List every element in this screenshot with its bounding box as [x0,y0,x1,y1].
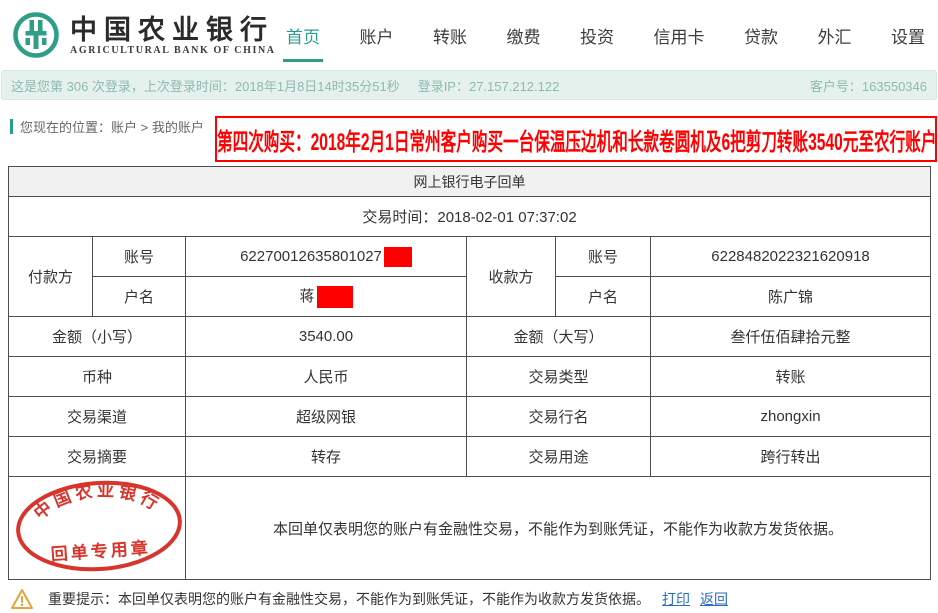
transaction-time: 交易时间：2018-02-01 07:37:02 [7,196,932,237]
table-row: 交易摘要 转存 交易用途 跨行转出 [8,436,932,477]
breadcrumb-accent-bar [10,119,13,134]
nav-item-forex[interactable]: 外汇 [817,27,852,47]
bank-name-cn: 中国农业银行 [70,14,274,45]
payee-name-label: 户名 [555,276,651,317]
breadcrumb-text: 您现在的位置：账户 > 我的账户 [20,120,204,135]
redaction-block [316,286,353,309]
nav-item-payments[interactable]: 缴费 [506,27,541,47]
amount-lower-label: 金额（小写） [8,316,186,357]
purpose-label: 交易用途 [466,436,651,477]
bank-logo[interactable]: 中国农业银行 AGRICULTURAL BANK OF CHINA [12,11,276,59]
print-link[interactable]: 打印 [662,591,690,607]
payer-account-value: 62270012635801027 [185,236,467,277]
login-status-bar: 这是您第 306 次登录，上次登录时间：2018年1月8日14时35分51秒 登… [1,70,937,100]
customer-number-text: 客户号：163550346 [809,78,927,94]
nav-item-accounts[interactable]: 账户 [359,27,394,47]
nav-item-loans[interactable]: 贷款 [744,27,778,47]
nav-item-settings[interactable]: 设置 [891,27,925,47]
amount-lower-value: 3540.00 [185,316,467,357]
footer-notice-bar: 重要提示：本回单仅表明您的账户有金融性交易，不能作为到账凭证，不能作为收款方发货… [10,588,938,610]
receipt-table: 网上银行电子回单 交易时间：2018-02-01 07:37:02 付款方 账号… [7,166,932,580]
purchase-annotation-text: 第四次购买：2018年2月1日常州客户购买一台保温压边机和长款卷圆机及6把剪刀转… [217,128,937,156]
channel-label: 交易渠道 [8,396,186,437]
nav-item-transfer[interactable]: 转账 [433,27,467,47]
bank-name-value: zhongxin [649,396,932,437]
purchase-annotation: 第四次购买：2018年2月1日常州客户购买一台保温压边机和长款卷圆机及6把剪刀转… [215,116,937,162]
table-row: 交易渠道 超级网银 交易行名 zhongxin [8,396,932,437]
nav-item-creditcard[interactable]: 信用卡 [653,27,705,47]
redaction-block [383,246,412,267]
payee-account-value: 6228482022321620918 [649,236,932,277]
receipt-title: 网上银行电子回单 [7,166,932,197]
purpose-value: 跨行转出 [649,436,932,477]
txn-type-label: 交易类型 [466,356,651,397]
receipt-stamp-cell: 中国农业银行 回单专用章 [8,475,186,580]
abc-bank-logo-icon [13,12,59,58]
nav-item-home[interactable]: 首页 [283,23,323,62]
receipt-disclaimer: 本回单仅表明您的账户有金融性交易，不能作为到账凭证，不能作为收款方发货依据。 [184,476,932,580]
channel-value: 超级网银 [185,396,467,437]
amount-upper-label: 金额（大写） [466,316,651,357]
breadcrumb: 您现在的位置：账户 > 我的账户 [10,117,938,136]
nav-item-invest[interactable]: 投资 [580,27,614,47]
stamp-purpose-text: 回单专用章 [50,537,151,564]
important-notice-text: 重要提示：本回单仅表明您的账户有金融性交易，不能作为到账凭证，不能作为收款方发货… [48,591,650,607]
bank-stamp-icon: 中国农业银行 回单专用章 [16,475,182,572]
payer-role-label: 付款方 [8,236,93,317]
warning-icon [11,589,33,609]
table-row: 户名 蒋 户名 陈广锦 [9,276,932,317]
amount-upper-value: 叁仟伍佰肆拾元整 [649,316,932,357]
bank-name-en: AGRICULTURAL BANK OF CHINA [70,44,276,56]
table-row: 中国农业银行 回单专用章 本回单仅表明您的账户有金融性交易，不能作为到账凭证，不… [8,475,932,580]
table-row: 金额（小写） 3540.00 金额（大写） 叁仟伍佰肆拾元整 [8,316,932,357]
currency-label: 币种 [8,356,186,397]
header: 中国农业银行 AGRICULTURAL BANK OF CHINA 首页 账户 … [0,0,938,70]
payee-name-value: 陈广锦 [649,276,932,317]
login-ip-text: 登录IP：27.157.212.122 [417,78,560,94]
payer-name-value: 蒋 [185,276,467,317]
bank-name-label: 交易行名 [466,396,651,437]
payer-name-label: 户名 [92,276,186,317]
payee-account-label: 账号 [555,236,651,277]
txn-type-value: 转账 [649,356,932,397]
payer-account-label: 账号 [92,236,186,277]
currency-value: 人民币 [185,356,467,397]
login-count-text: 这是您第 306 次登录，上次登录时间：2018年1月8日14时35分51秒 [11,78,400,94]
table-row: 币种 人民币 交易类型 转账 [8,356,932,397]
summary-value: 转存 [185,436,467,477]
back-link[interactable]: 返回 [700,591,728,607]
summary-label: 交易摘要 [8,436,186,477]
table-row: 付款方 账号 62270012635801027 收款方 账号 62284820… [8,236,932,317]
payee-role-label: 收款方 [466,236,556,317]
main-nav: 首页 账户 转账 缴费 投资 信用卡 贷款 外汇 设置 [283,9,928,62]
